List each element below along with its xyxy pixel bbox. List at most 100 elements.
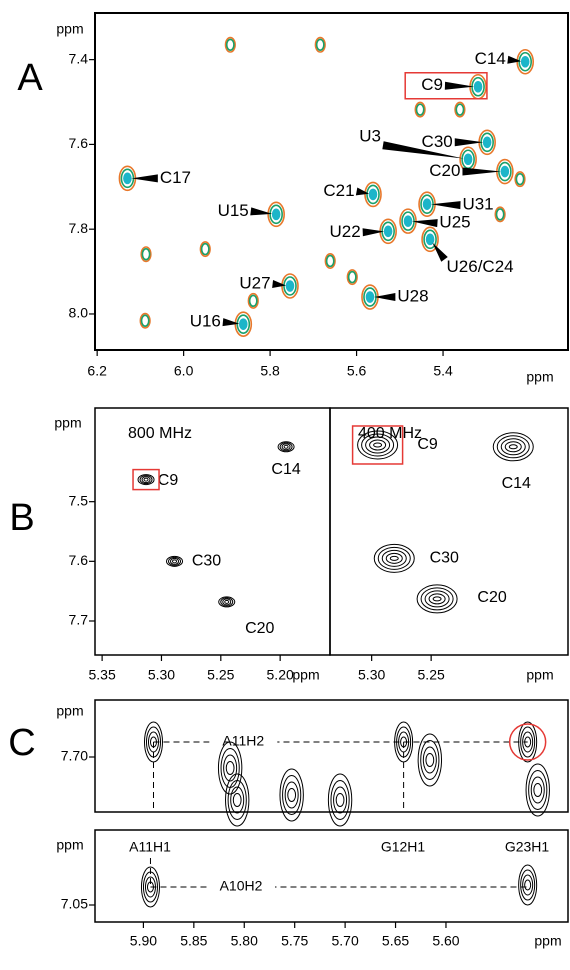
contour <box>284 781 299 809</box>
contour <box>496 435 530 459</box>
peak <box>279 768 304 822</box>
contour <box>248 294 258 308</box>
contour <box>368 188 378 201</box>
x-tick-label: 5.6 <box>347 363 367 379</box>
contour <box>217 741 243 795</box>
peak-label: C14 <box>502 475 531 492</box>
contour <box>287 788 297 802</box>
arrow <box>250 207 273 216</box>
contour <box>238 318 248 330</box>
peak <box>394 721 414 763</box>
contour <box>520 869 536 901</box>
contour <box>232 793 242 807</box>
column-label: G12H1 <box>381 839 426 855</box>
contour <box>528 770 548 810</box>
contour <box>139 475 153 485</box>
contour <box>140 866 160 908</box>
contour <box>271 208 281 221</box>
highlight-box <box>404 72 488 100</box>
peak <box>324 252 336 269</box>
peak-label: C9 <box>417 436 438 453</box>
peak-label: C17 <box>160 168 191 187</box>
contour <box>139 312 151 329</box>
contour <box>455 103 465 116</box>
arrow <box>272 280 287 288</box>
contour <box>200 242 210 256</box>
peak-label: C30 <box>422 132 453 151</box>
contour <box>333 786 348 814</box>
contour <box>401 211 415 231</box>
contour <box>142 871 158 903</box>
peak-label: U27 <box>239 273 270 292</box>
y-tick-label: 7.6 <box>69 552 89 568</box>
peak <box>314 36 326 53</box>
contour <box>147 731 159 753</box>
arrow <box>462 167 501 176</box>
contour <box>530 776 545 804</box>
label-background <box>209 733 278 751</box>
peak-label: U22 <box>330 222 361 241</box>
contour <box>361 433 395 457</box>
contour <box>425 753 435 767</box>
contour <box>454 101 466 118</box>
peak <box>217 741 243 795</box>
peak-label: C21 <box>323 181 354 200</box>
contour <box>267 201 285 228</box>
arrow <box>412 219 438 228</box>
contour <box>314 36 326 53</box>
contour <box>396 726 412 758</box>
contour <box>143 721 163 763</box>
peak <box>327 773 353 827</box>
arrow <box>373 293 396 302</box>
y-tick-label: 7.6 <box>69 135 89 151</box>
contour <box>366 184 380 205</box>
y-axis-label: ppm <box>56 837 83 853</box>
peak-label: C20 <box>477 589 506 606</box>
contour <box>223 754 238 782</box>
peak <box>518 864 538 906</box>
x-tick-label: 5.70 <box>331 933 358 949</box>
plot-frame <box>94 829 569 923</box>
contour <box>283 276 297 296</box>
y-tick-label: 7.5 <box>69 492 89 508</box>
arrow <box>444 81 475 90</box>
contour <box>504 441 522 453</box>
contour <box>315 38 325 51</box>
contour <box>420 587 454 611</box>
contour <box>425 233 435 246</box>
peak <box>199 241 211 258</box>
x-tick-label: 5.25 <box>207 667 234 683</box>
contour <box>416 584 458 614</box>
contour <box>463 153 473 166</box>
peak <box>494 206 506 223</box>
line-label: A11H2 <box>222 733 264 749</box>
y-axis-label: ppm <box>56 703 83 719</box>
contour <box>247 292 259 309</box>
contour <box>432 596 442 602</box>
y-tick-label: 7.8 <box>69 220 89 236</box>
contour <box>365 291 375 303</box>
x-tick-label: 6.2 <box>87 363 107 379</box>
contour <box>424 590 450 608</box>
contour <box>414 101 426 118</box>
y-tick-label: 7.7 <box>69 612 89 628</box>
contour <box>518 864 538 906</box>
arrow <box>507 55 522 64</box>
contour <box>224 36 236 53</box>
arrow <box>355 187 370 196</box>
label-background <box>206 878 275 896</box>
peak-label: C9 <box>421 75 443 94</box>
peak <box>277 441 295 453</box>
arrow <box>454 138 484 147</box>
contour <box>394 721 414 763</box>
contour <box>381 549 407 567</box>
x-tick-label: 5.30 <box>358 667 385 683</box>
x-tick-label: 5.90 <box>130 933 157 949</box>
peak <box>137 474 155 486</box>
y-axis-label: ppm <box>56 21 83 37</box>
highlight-circle <box>508 723 547 761</box>
peak <box>357 430 399 460</box>
contour <box>282 775 302 815</box>
peak <box>225 773 250 827</box>
arrow <box>382 141 465 159</box>
